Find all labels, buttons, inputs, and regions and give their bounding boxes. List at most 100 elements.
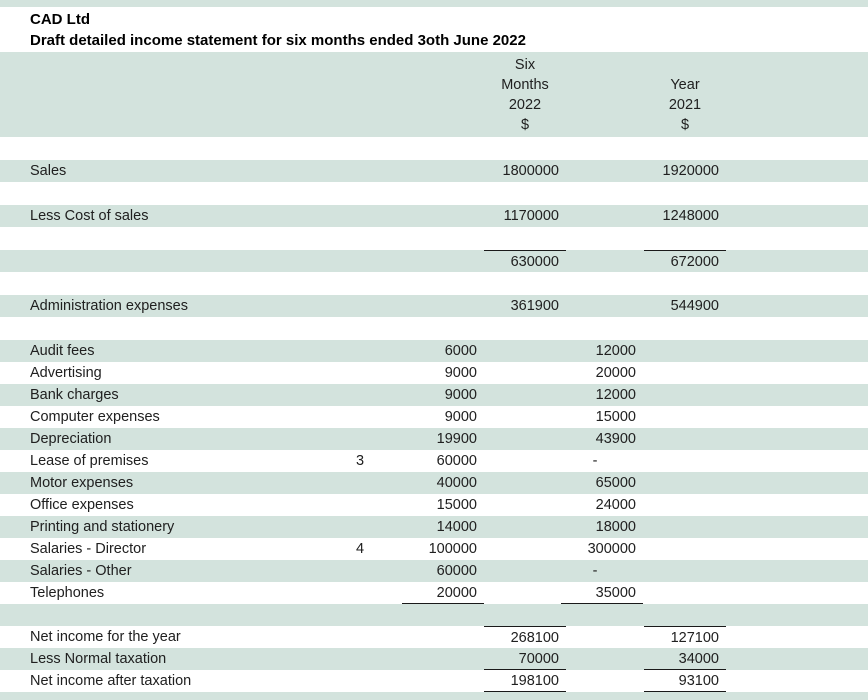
amount-2021-detail: 35000 <box>561 582 643 604</box>
amount-2022-detail: 15000 <box>436 497 477 513</box>
row-label: Bank charges <box>30 387 119 403</box>
amount-2021-detail: 20000 <box>595 365 636 381</box>
amount-2022-detail: 40000 <box>436 475 477 491</box>
table-row: Telephones 20000 35000 <box>0 582 868 604</box>
column-header-2022: Six Months 2022 $ <box>484 55 566 135</box>
table-row: Motor expenses 40000 65000 <box>0 472 868 494</box>
table-row: Net income after taxation 198100 93100 <box>0 670 868 692</box>
row-spacer <box>0 272 868 295</box>
page-title: Draft detailed income statement for six … <box>30 32 526 49</box>
column-header-line: 2021 <box>668 97 702 113</box>
table-row: Salaries - Director 4 100000 300000 <box>0 538 868 560</box>
table-row: Net income for the year 268100 127100 <box>0 626 868 648</box>
table-row: Sales 1800000 1920000 <box>0 160 868 182</box>
amount-2022-detail: 60000 <box>436 453 477 469</box>
amount-2022-total: 1800000 <box>502 163 559 179</box>
amount-2022-detail: 20000 <box>402 582 484 604</box>
column-header-line: Year <box>670 77 700 93</box>
row-label: Motor expenses <box>30 475 134 491</box>
amount-2022-total: 268100 <box>484 626 566 648</box>
column-header-line: $ <box>520 117 530 133</box>
row-label: Net income after taxation <box>30 673 192 689</box>
row-label: Printing and stationery <box>30 519 175 535</box>
table-row: Bank charges 9000 12000 <box>0 384 868 406</box>
statement-rows: Sales 1800000 1920000 Less Cost of sales 117… <box>0 137 868 692</box>
row-spacer <box>0 317 868 340</box>
amount-2022-total: 1170000 <box>503 208 559 224</box>
amount-2021-detail: 18000 <box>595 519 636 535</box>
table-row: Audit fees 6000 12000 <box>0 340 868 362</box>
amount-2022-total: 630000 <box>484 250 566 272</box>
company-name: CAD Ltd <box>30 11 90 28</box>
amount-2021-detail: 43900 <box>595 431 636 447</box>
row-label: Depreciation <box>30 431 112 447</box>
amount-2021-total: 672000 <box>644 250 726 272</box>
amount-2021-total: 1248000 <box>662 208 719 224</box>
table-row: Office expenses 15000 24000 <box>0 494 868 516</box>
bottom-band <box>0 692 868 700</box>
row-spacer <box>0 182 868 205</box>
table-row: Less Cost of sales 1170000 1248000 <box>0 205 868 227</box>
title-block: CAD Ltd Draft detailed income statement … <box>0 7 868 52</box>
amount-2022-detail: 9000 <box>444 365 477 381</box>
amount-2021-total: 127100 <box>644 626 726 648</box>
table-row <box>0 604 868 626</box>
amount-2022-detail: 100000 <box>428 541 477 557</box>
table-row: Salaries - Other 60000 - <box>0 560 868 582</box>
note-ref: 4 <box>355 541 365 557</box>
table-row: Lease of premises 3 60000 - <box>0 450 868 472</box>
amount-2022-detail: 9000 <box>444 409 477 425</box>
table-row: Printing and stationery 14000 18000 <box>0 516 868 538</box>
row-label: Computer expenses <box>30 409 160 425</box>
row-spacer <box>0 227 868 250</box>
amount-2022-detail: 6000 <box>444 343 477 359</box>
amount-2021-total: 93100 <box>644 670 726 692</box>
row-spacer <box>0 137 868 160</box>
amount-2022-detail: 19900 <box>436 431 477 447</box>
row-label: Salaries - Other <box>30 563 132 579</box>
amount-2021-detail: - <box>592 453 598 469</box>
amount-2022-detail: 14000 <box>436 519 477 535</box>
row-label: Office expenses <box>30 497 134 513</box>
row-label: Administration expenses <box>30 298 188 314</box>
table-row: Advertising 9000 20000 <box>0 362 868 384</box>
amount-2022-total: 198100 <box>484 670 566 692</box>
note-ref: 3 <box>355 453 365 469</box>
row-label: Sales <box>30 163 67 179</box>
row-label: Advertising <box>30 365 102 381</box>
row-label: Less Normal taxation <box>30 651 167 667</box>
amount-2021-detail: - <box>592 563 598 579</box>
table-row: 630000 672000 <box>0 250 868 272</box>
amount-2022-detail: 60000 <box>436 563 477 579</box>
column-headers: Six Months 2022 $ Year 2021 $ <box>0 52 868 137</box>
amount-2021-detail: 65000 <box>595 475 636 491</box>
row-label: Lease of premises <box>30 453 149 469</box>
amount-2021-detail: 12000 <box>595 387 636 403</box>
column-header-line: $ <box>680 117 690 133</box>
column-header-line: Months <box>501 77 549 93</box>
table-row: Less Normal taxation 70000 34000 <box>0 648 868 670</box>
column-header-line: 2022 <box>508 97 542 113</box>
table-row: Computer expenses 9000 15000 <box>0 406 868 428</box>
row-label: Telephones <box>30 585 105 601</box>
amount-2022-detail: 9000 <box>444 387 477 403</box>
column-header-line <box>644 55 726 75</box>
amount-2021-detail: 15000 <box>595 409 636 425</box>
row-label: Audit fees <box>30 343 95 359</box>
amount-2021-total: 544900 <box>670 298 719 314</box>
table-row: Administration expenses 361900 544900 <box>0 295 868 317</box>
amount-2021-detail: 300000 <box>587 541 636 557</box>
amount-2022-total: 361900 <box>510 298 559 314</box>
amount-2021-total: 1920000 <box>662 163 719 179</box>
table-row: Depreciation 19900 43900 <box>0 428 868 450</box>
amount-2021-detail: 12000 <box>595 343 636 359</box>
column-header-line: Six <box>514 57 536 73</box>
amount-2021-total: 34000 <box>644 648 726 670</box>
top-band <box>0 0 868 7</box>
row-label: Less Cost of sales <box>30 208 149 224</box>
row-label: Salaries - Director <box>30 541 147 557</box>
column-header-2021: Year 2021 $ <box>644 55 726 135</box>
row-label: Net income for the year <box>30 629 181 645</box>
amount-2021-detail: 24000 <box>595 497 636 513</box>
